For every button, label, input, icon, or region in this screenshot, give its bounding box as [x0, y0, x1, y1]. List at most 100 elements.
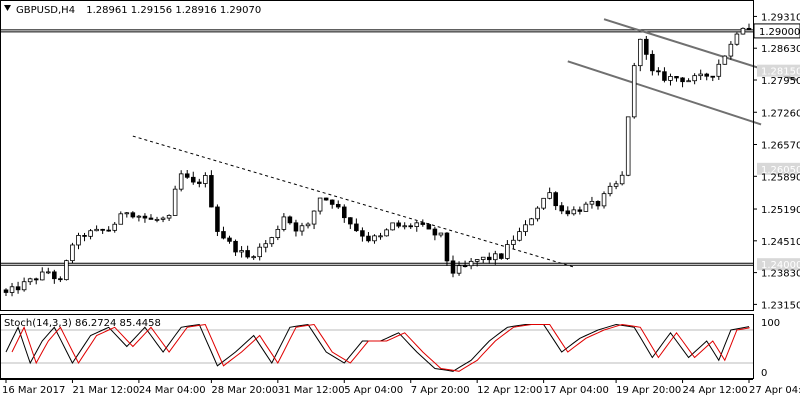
collapse-icon[interactable]: [4, 5, 11, 11]
candle-body: [716, 63, 722, 77]
candle-body: [631, 65, 637, 118]
candle-body: [82, 235, 87, 237]
candle-body: [64, 260, 69, 281]
candles: [3, 23, 752, 297]
candle-body: [263, 243, 269, 248]
candle-body: [142, 215, 148, 219]
price-tick-label: 1.27950: [761, 76, 800, 87]
candle-body: [408, 225, 413, 228]
candle-body: [686, 80, 691, 83]
candle-body: [644, 38, 649, 55]
price-level-label: 1.29000: [759, 27, 800, 38]
stochastic-panel[interactable]: Stoch(14,3,3) 86.2724 85.4458 100 0: [0, 314, 781, 380]
candle-body: [124, 212, 130, 215]
candle-body: [348, 217, 353, 225]
candle-body: [9, 286, 15, 293]
candle-body: [335, 203, 341, 208]
candle-body: [728, 43, 734, 57]
price-panel-frame: [0, 0, 754, 311]
candle-body: [601, 193, 607, 207]
candle-body: [215, 206, 220, 232]
faded-level-label-box: [757, 64, 800, 77]
time-tick-label: 12 Apr 12:00: [477, 385, 542, 396]
candle-body: [15, 286, 21, 291]
candle-body: [323, 197, 329, 201]
candle-body: [275, 229, 281, 238]
candle-body: [287, 216, 293, 224]
candle-body: [366, 235, 371, 242]
price-tick-label: 1.28630: [761, 44, 800, 55]
time-tick-label: 17 Apr 04:00: [544, 385, 609, 396]
candle-body: [209, 175, 214, 208]
candle-body: [692, 75, 697, 82]
candle-body: [21, 281, 27, 291]
price-tick-label: 1.26570: [761, 141, 800, 152]
candle-body: [553, 192, 558, 207]
candle-body: [58, 278, 63, 281]
price-tick-label: 1.29310: [761, 12, 800, 23]
price-tick-label: 1.24510: [761, 237, 800, 248]
candle-body: [27, 278, 33, 283]
candle-body: [396, 222, 401, 227]
candle-body: [269, 237, 275, 245]
descending-resistance-line: [132, 135, 574, 268]
chart-header: GBPUSD,H4 1.28961 1.29156 1.28916 1.2907…: [16, 5, 261, 16]
candle-body: [329, 199, 335, 205]
stochastic-levels: [1, 329, 753, 364]
candle-body: [565, 210, 571, 215]
time-tick-label: 24 Mar 04:00: [139, 385, 206, 396]
candle-body: [535, 207, 540, 220]
candle-body: [184, 173, 190, 178]
candle-body: [710, 75, 716, 78]
candle-body: [52, 271, 57, 280]
candle-body: [154, 218, 160, 221]
candle-body: [33, 278, 39, 281]
candle-body: [474, 259, 480, 262]
candle-body: [172, 188, 178, 216]
candle-body: [239, 250, 244, 253]
candle-body: [486, 256, 492, 261]
candle-body: [662, 71, 667, 81]
candle-body: [577, 209, 583, 212]
candle-body: [221, 231, 226, 239]
candle-body: [166, 215, 172, 219]
candle-body: [746, 27, 752, 30]
candle-body: [257, 246, 262, 258]
candle-body: [462, 265, 468, 268]
faded-level-label-box: [757, 258, 800, 271]
stochastic-tick-label: 100: [761, 318, 780, 329]
price-tick-label: 1.23150: [761, 300, 800, 311]
price-panel[interactable]: GBPUSD,H4 1.28961 1.29156 1.28916 1.2907…: [0, 0, 800, 312]
price-tick-label: 1.25890: [761, 172, 800, 183]
candle-body: [354, 223, 359, 232]
stochastic-axis: 100 0: [761, 318, 780, 379]
candle-body: [402, 225, 407, 228]
price-tick-label: 1.23830: [761, 269, 800, 280]
candle-body: [438, 232, 444, 236]
faded-level-label: 1.24000: [761, 260, 800, 271]
faded-level-label: 1.28150: [761, 67, 800, 78]
candle-body: [136, 215, 142, 218]
candle-body: [390, 222, 395, 231]
time-tick-label: 19 Apr 20:00: [616, 385, 681, 396]
time-tick-label: 27 Apr 04:00: [749, 385, 800, 396]
stochastic-tick-label: 0: [761, 368, 767, 379]
candle-body: [76, 235, 81, 246]
candle-body: [656, 70, 661, 73]
candle-body: [637, 38, 643, 67]
candle-body: [704, 73, 709, 77]
candle-body: [414, 222, 420, 227]
candle-body: [650, 53, 655, 72]
candle-body: [197, 181, 202, 184]
time-tick-label: 24 Apr 12:00: [683, 385, 748, 396]
candle-body: [203, 175, 208, 184]
faded-level-label-box: [757, 162, 800, 175]
candle-body: [505, 244, 510, 259]
candle-body: [517, 231, 522, 241]
time-tick-label: 31 Mar 12:00: [278, 385, 345, 396]
ohlc-values: 1.28961 1.29156 1.28916 1.29070: [86, 5, 261, 16]
candle-body: [613, 183, 619, 187]
candle-body: [523, 224, 528, 233]
candle-body: [571, 209, 577, 215]
channel-lower-line: [567, 60, 762, 126]
